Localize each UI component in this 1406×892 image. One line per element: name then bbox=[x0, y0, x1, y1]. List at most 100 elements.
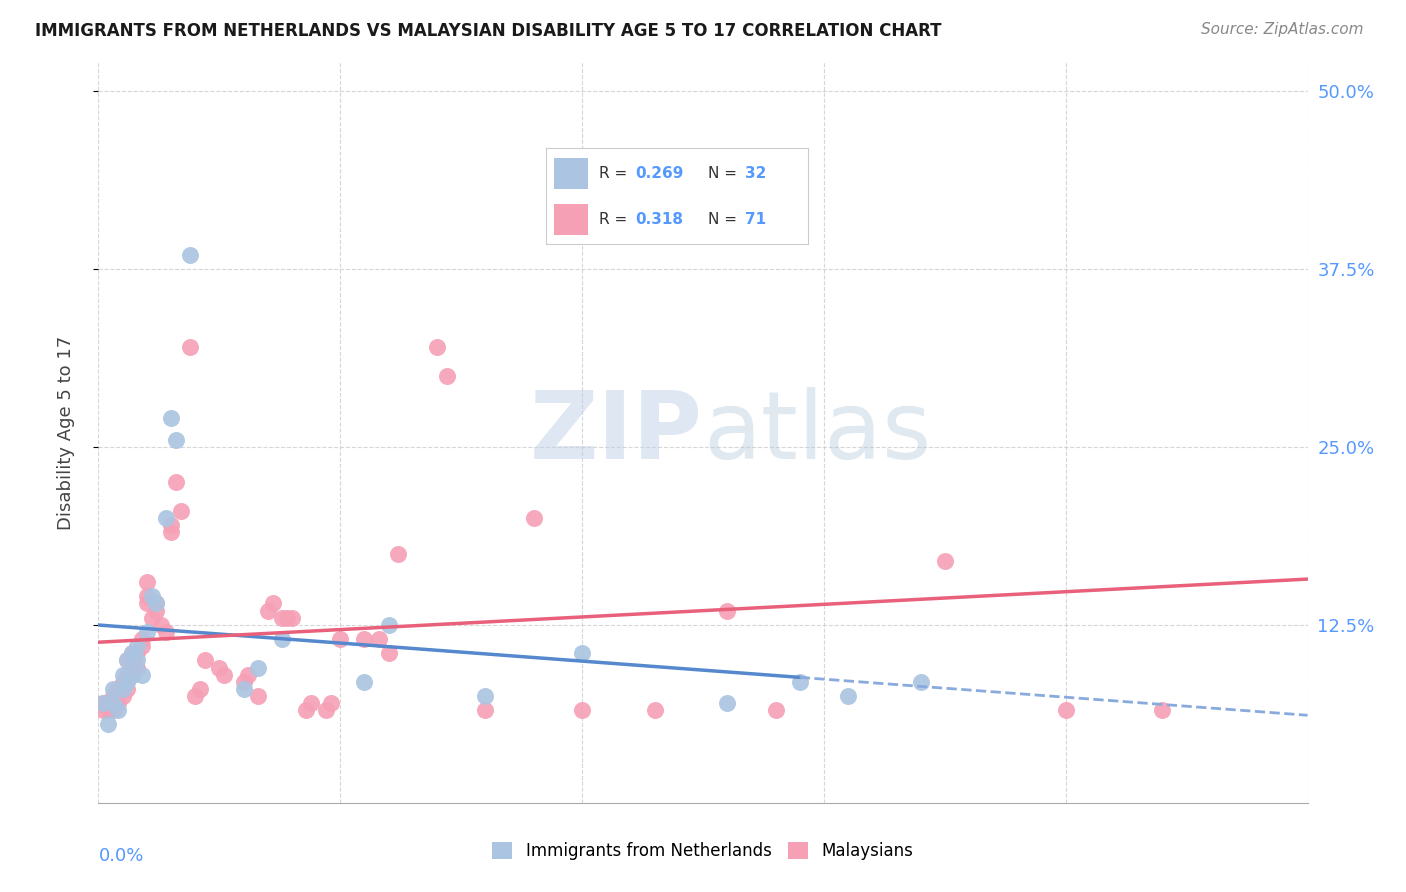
Point bbox=[436, 368, 458, 383]
Text: R =: R = bbox=[599, 166, 631, 181]
Point bbox=[262, 597, 284, 611]
Text: IMMIGRANTS FROM NETHERLANDS VS MALAYSIAN DISABILITY AGE 5 TO 17 CORRELATION CHAR: IMMIGRANTS FROM NETHERLANDS VS MALAYSIAN… bbox=[35, 22, 942, 40]
Text: atlas: atlas bbox=[703, 386, 931, 479]
Text: 0.0%: 0.0% bbox=[98, 847, 143, 865]
Point bbox=[91, 696, 114, 710]
Point bbox=[184, 689, 207, 703]
Point bbox=[135, 597, 157, 611]
Point bbox=[141, 590, 163, 604]
Point bbox=[107, 681, 129, 696]
Point bbox=[232, 674, 254, 689]
Point bbox=[232, 681, 254, 696]
Point bbox=[101, 703, 124, 717]
Text: 71: 71 bbox=[745, 212, 766, 227]
Point bbox=[377, 646, 399, 660]
Point bbox=[474, 689, 496, 703]
Bar bbox=[554, 204, 588, 235]
Point bbox=[111, 689, 134, 703]
Point bbox=[1152, 703, 1174, 717]
Point bbox=[329, 632, 352, 646]
Point bbox=[111, 667, 134, 681]
Point bbox=[150, 617, 173, 632]
Point bbox=[271, 610, 294, 624]
Point bbox=[117, 674, 139, 689]
Point bbox=[127, 653, 149, 667]
Point bbox=[160, 411, 183, 425]
Point bbox=[212, 667, 235, 681]
Point bbox=[169, 504, 191, 518]
Point bbox=[238, 667, 260, 681]
Point bbox=[208, 660, 231, 674]
Point bbox=[127, 646, 149, 660]
Text: R =: R = bbox=[599, 212, 631, 227]
Point bbox=[107, 703, 129, 717]
Point bbox=[121, 667, 143, 681]
Point bbox=[111, 681, 134, 696]
Point bbox=[571, 646, 593, 660]
Point bbox=[131, 639, 153, 653]
Point bbox=[97, 696, 120, 710]
Point bbox=[121, 667, 143, 681]
Point bbox=[194, 653, 217, 667]
Point bbox=[910, 674, 932, 689]
Point bbox=[107, 689, 129, 703]
Point bbox=[716, 696, 738, 710]
Point bbox=[135, 590, 157, 604]
Point bbox=[789, 674, 811, 689]
Point bbox=[127, 639, 149, 653]
Point bbox=[165, 433, 187, 447]
Point bbox=[765, 703, 787, 717]
Point bbox=[97, 717, 120, 731]
Text: 32: 32 bbox=[745, 166, 766, 181]
Point bbox=[319, 696, 342, 710]
Point bbox=[368, 632, 391, 646]
Point bbox=[523, 511, 546, 525]
Point bbox=[160, 518, 183, 533]
Point bbox=[107, 696, 129, 710]
Point bbox=[160, 525, 183, 540]
Text: 0.318: 0.318 bbox=[636, 212, 683, 227]
Point bbox=[121, 646, 143, 660]
Point bbox=[571, 703, 593, 717]
Point bbox=[131, 632, 153, 646]
Point bbox=[121, 653, 143, 667]
Point bbox=[145, 597, 167, 611]
Point bbox=[377, 617, 399, 632]
Point bbox=[716, 604, 738, 618]
Point bbox=[353, 674, 375, 689]
Point bbox=[247, 689, 270, 703]
Point bbox=[117, 667, 139, 681]
Bar bbox=[554, 158, 588, 188]
Point bbox=[179, 247, 201, 261]
Point bbox=[97, 703, 120, 717]
Point bbox=[256, 604, 278, 618]
Point bbox=[131, 667, 153, 681]
Text: Source: ZipAtlas.com: Source: ZipAtlas.com bbox=[1201, 22, 1364, 37]
Point bbox=[117, 653, 139, 667]
Point bbox=[281, 610, 304, 624]
Point bbox=[127, 660, 149, 674]
Point bbox=[101, 689, 124, 703]
Point bbox=[315, 703, 337, 717]
Point bbox=[644, 703, 666, 717]
Point bbox=[121, 646, 143, 660]
Point bbox=[179, 340, 201, 354]
Point bbox=[1054, 703, 1077, 717]
Point bbox=[387, 547, 409, 561]
Point bbox=[155, 511, 177, 525]
Text: 0.269: 0.269 bbox=[636, 166, 683, 181]
Point bbox=[299, 696, 322, 710]
Legend: Immigrants from Netherlands, Malaysians: Immigrants from Netherlands, Malaysians bbox=[484, 834, 922, 869]
Point bbox=[145, 597, 167, 611]
Point bbox=[155, 624, 177, 639]
Point bbox=[426, 340, 449, 354]
Point bbox=[111, 681, 134, 696]
Point bbox=[353, 632, 375, 646]
Point bbox=[101, 696, 124, 710]
Point bbox=[474, 703, 496, 717]
Text: N =: N = bbox=[709, 166, 742, 181]
Y-axis label: Disability Age 5 to 17: Disability Age 5 to 17 bbox=[56, 335, 75, 530]
Point bbox=[91, 703, 114, 717]
Point bbox=[135, 624, 157, 639]
Point bbox=[188, 681, 211, 696]
